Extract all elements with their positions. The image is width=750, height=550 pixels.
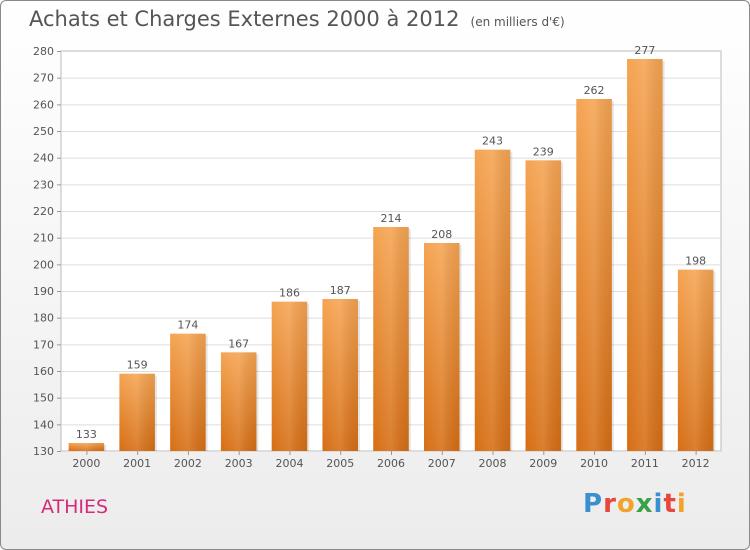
bar-highlight <box>424 243 460 451</box>
bar-highlight <box>677 269 714 451</box>
y-tick-label: 190 <box>33 285 54 298</box>
bar-highlight <box>627 59 663 451</box>
x-tick-label: 2004 <box>275 457 303 470</box>
y-tick-label: 150 <box>33 392 54 405</box>
x-tick-label: 2010 <box>580 457 608 470</box>
bar-value-label: 187 <box>330 284 351 297</box>
bar-value-label: 214 <box>381 212 402 225</box>
bar-value-label: 243 <box>482 135 503 148</box>
bar-highlight <box>576 99 612 451</box>
bar-highlight <box>474 149 511 451</box>
logo-letter: P <box>583 489 604 519</box>
bar-highlight <box>170 333 206 451</box>
bar-value-label: 159 <box>127 359 148 372</box>
y-tick-label: 250 <box>33 125 54 138</box>
chart-title: Achats et Charges Externes 2000 à 2012 (… <box>29 7 565 31</box>
x-tick-label: 2005 <box>326 457 354 470</box>
y-tick-label: 160 <box>33 365 54 378</box>
x-tick-label: 2012 <box>682 457 710 470</box>
y-tick-label: 130 <box>33 445 54 458</box>
x-tick-label: 2006 <box>377 457 405 470</box>
y-tick-label: 220 <box>33 205 54 218</box>
bar-highlight <box>322 299 358 451</box>
y-tick-label: 280 <box>33 45 54 58</box>
y-tick-label: 270 <box>33 72 54 85</box>
chart-title-text: Achats et Charges Externes 2000 à 2012 <box>29 7 460 31</box>
proxiti-logo: Proxiti <box>583 489 687 519</box>
bar-value-label: 277 <box>634 44 655 57</box>
bar-highlight <box>119 373 155 451</box>
y-tick-label: 170 <box>33 338 54 351</box>
x-tick-label: 2007 <box>428 457 456 470</box>
bar-value-label: 174 <box>177 319 198 332</box>
y-tick-label: 240 <box>33 152 54 165</box>
bar-value-label: 186 <box>279 287 300 300</box>
bar-value-label: 198 <box>685 255 706 268</box>
logo-letter: i <box>676 489 687 519</box>
y-tick-label: 230 <box>33 178 54 191</box>
x-tick-label: 2000 <box>72 457 100 470</box>
x-tick-label: 2002 <box>174 457 202 470</box>
x-tick-label: 2011 <box>631 457 659 470</box>
bar-value-label: 167 <box>228 337 249 350</box>
chart-unit: (en milliers d'€) <box>470 15 565 29</box>
bar-value-label: 262 <box>584 84 605 97</box>
x-tick-label: 2003 <box>225 457 253 470</box>
bar-value-label: 239 <box>533 145 554 158</box>
y-tick-label: 180 <box>33 312 54 325</box>
bar-highlight <box>525 160 562 452</box>
bar-highlight <box>271 301 308 451</box>
x-tick-label: 2001 <box>123 457 151 470</box>
y-tick-label: 200 <box>33 258 54 271</box>
bar-highlight <box>220 352 257 451</box>
bar-value-label: 208 <box>431 228 452 241</box>
y-tick-label: 260 <box>33 98 54 111</box>
bar-highlight <box>68 443 105 451</box>
logo-letter: r <box>603 489 617 519</box>
x-tick-label: 2008 <box>479 457 507 470</box>
bar-value-label: 133 <box>76 428 97 441</box>
x-tick-label: 2009 <box>529 457 557 470</box>
y-tick-label: 140 <box>33 418 54 431</box>
logo-letter: o <box>616 489 636 519</box>
bar-highlight <box>373 227 409 451</box>
logo-letter: x <box>635 489 654 519</box>
y-tick-label: 210 <box>33 232 54 245</box>
logo-letter: t <box>663 489 677 519</box>
logo-letter: i <box>653 489 664 519</box>
place-name: ATHIES <box>41 496 109 518</box>
